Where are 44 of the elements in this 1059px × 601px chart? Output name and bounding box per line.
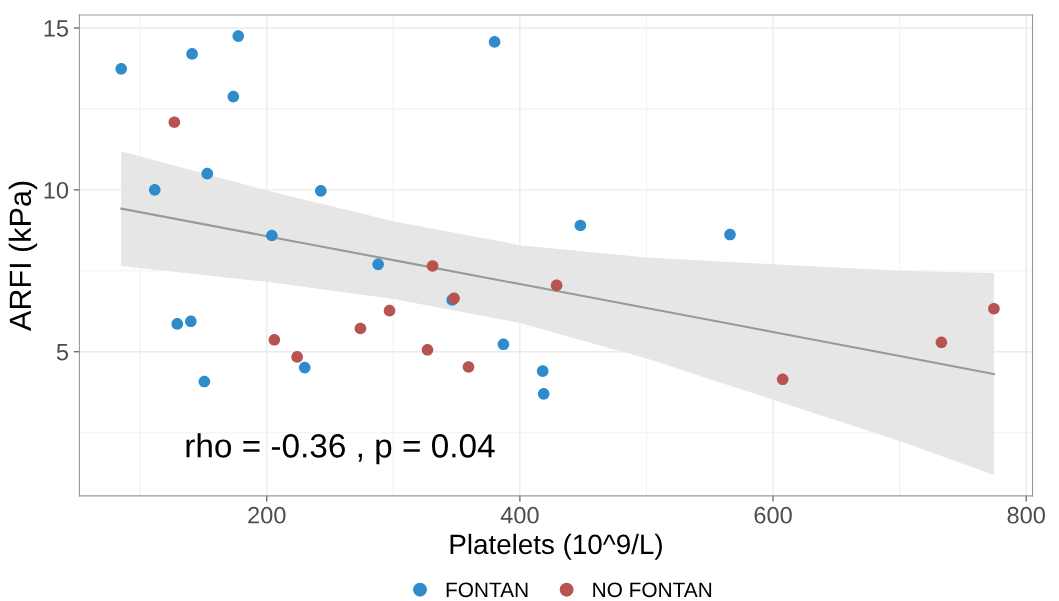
point: [115, 62, 127, 75]
line-series: [120, 207, 995, 376]
point: [198, 375, 211, 388]
point: [462, 361, 475, 373]
point: [171, 318, 184, 330]
point: [314, 185, 327, 197]
x-axis-title: Platelets (10^9/L): [450, 533, 662, 560]
point: [497, 338, 510, 351]
x-tick-label: 600: [754, 506, 792, 524]
point: [185, 315, 197, 328]
point: [232, 30, 245, 42]
point: [266, 229, 278, 242]
point: [536, 365, 549, 377]
point: [935, 336, 948, 349]
point: [574, 219, 587, 232]
point: [988, 302, 1000, 315]
point: [537, 388, 550, 400]
point: [724, 228, 736, 241]
point: [227, 90, 240, 103]
y-tick-label: 10: [44, 181, 69, 199]
point: [421, 343, 434, 356]
x-tick-label: 800: [1007, 506, 1045, 524]
y-tick-label: 5: [56, 344, 69, 361]
point: [372, 258, 384, 271]
point: [488, 36, 501, 48]
point: [148, 184, 161, 196]
y-axis-title: ARFI (kPa): [8, 181, 38, 331]
x-tick-label: 200: [248, 506, 286, 524]
point: [186, 48, 198, 60]
point: [354, 322, 367, 335]
point: [168, 116, 181, 128]
x-tick-label: 400: [500, 506, 539, 524]
legend-label: NO FONTAN: [593, 582, 712, 598]
point: [291, 351, 303, 363]
legend-label: FONTAN: [446, 582, 528, 598]
point: [298, 361, 311, 374]
point: [776, 373, 789, 386]
point: [268, 333, 281, 346]
annotation: rho = -0.36 , p = 0.04: [186, 433, 495, 465]
point: [201, 167, 214, 180]
point: [426, 260, 439, 272]
point: [383, 304, 396, 317]
y-tick-label: 15: [44, 20, 69, 37]
point: [550, 279, 563, 292]
